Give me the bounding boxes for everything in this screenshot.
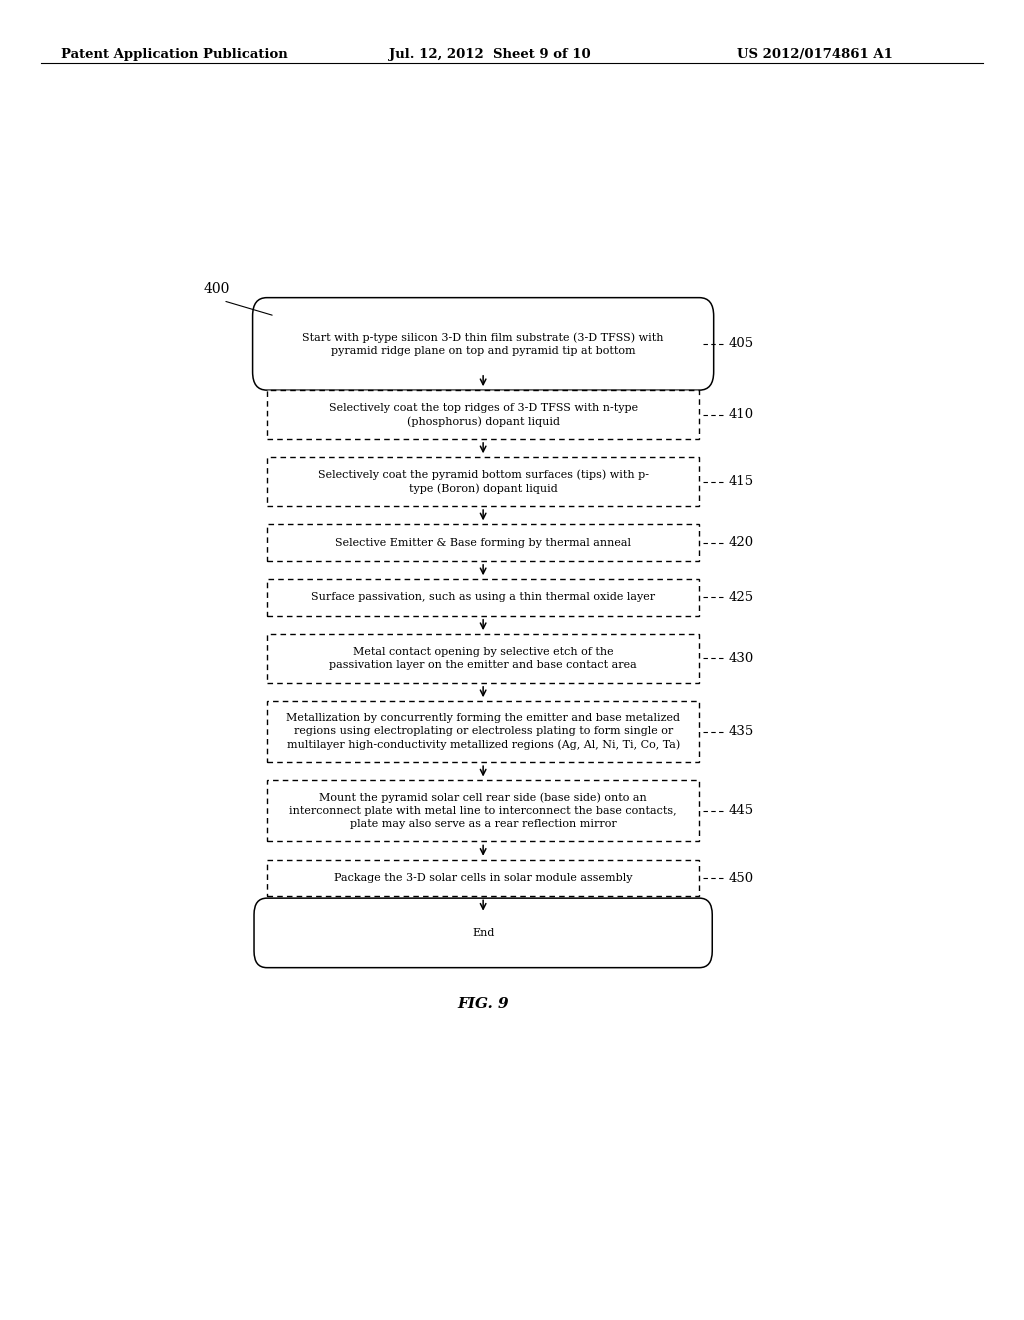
FancyBboxPatch shape (267, 524, 699, 561)
Text: Surface passivation, such as using a thin thermal oxide layer: Surface passivation, such as using a thi… (311, 593, 655, 602)
FancyBboxPatch shape (267, 579, 699, 616)
Text: Selectively coat the pyramid bottom surfaces (tips) with p-
type (Boron) dopant : Selectively coat the pyramid bottom surf… (317, 470, 648, 494)
Text: 430: 430 (729, 652, 754, 665)
Text: 445: 445 (729, 804, 754, 817)
Text: Mount the pyramid solar cell rear side (base side) onto an
interconnect plate wi: Mount the pyramid solar cell rear side (… (290, 792, 677, 829)
Text: 415: 415 (729, 475, 754, 488)
Text: Jul. 12, 2012  Sheet 9 of 10: Jul. 12, 2012 Sheet 9 of 10 (389, 48, 591, 61)
Text: Selective Emitter & Base forming by thermal anneal: Selective Emitter & Base forming by ther… (335, 537, 631, 548)
Text: Metal contact opening by selective etch of the
passivation layer on the emitter : Metal contact opening by selective etch … (330, 647, 637, 671)
FancyBboxPatch shape (267, 391, 699, 440)
Text: 410: 410 (729, 408, 754, 421)
Text: 400: 400 (204, 281, 229, 296)
Text: FIG. 9: FIG. 9 (458, 997, 509, 1011)
Text: Selectively coat the top ridges of 3-D TFSS with n-type
(phosphorus) dopant liqu: Selectively coat the top ridges of 3-D T… (329, 403, 638, 426)
FancyBboxPatch shape (254, 898, 713, 968)
Text: US 2012/0174861 A1: US 2012/0174861 A1 (737, 48, 893, 61)
Text: Start with p-type silicon 3-D thin film substrate (3-D TFSS) with
pyramid ridge : Start with p-type silicon 3-D thin film … (302, 333, 664, 356)
Text: 420: 420 (729, 536, 754, 549)
Text: Metallization by concurrently forming the emitter and base metalized
regions usi: Metallization by concurrently forming th… (286, 713, 680, 750)
Text: 405: 405 (729, 338, 754, 350)
FancyBboxPatch shape (267, 701, 699, 762)
Text: 425: 425 (729, 591, 754, 605)
FancyBboxPatch shape (267, 634, 699, 682)
Text: 435: 435 (729, 725, 754, 738)
FancyBboxPatch shape (253, 297, 714, 391)
FancyBboxPatch shape (267, 780, 699, 841)
FancyBboxPatch shape (267, 859, 699, 896)
Text: Package the 3-D solar cells in solar module assembly: Package the 3-D solar cells in solar mod… (334, 873, 633, 883)
Text: Patent Application Publication: Patent Application Publication (61, 48, 288, 61)
FancyBboxPatch shape (267, 457, 699, 506)
Text: End: End (472, 928, 495, 939)
Text: 450: 450 (729, 871, 754, 884)
